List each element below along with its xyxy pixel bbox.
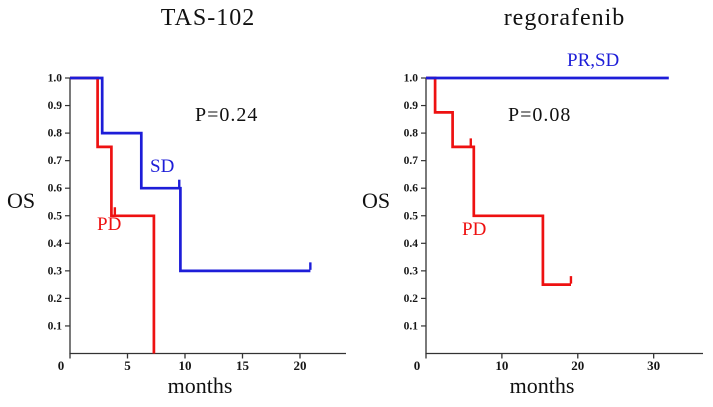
y-tick-label: 0.2 [404, 293, 419, 305]
y-tick-label: 1.0 [404, 73, 419, 85]
x-tick-label: 0 [414, 358, 421, 373]
y-tick-label: 0.3 [404, 265, 419, 277]
x-axis-title-left: months [167, 373, 233, 398]
km-plot-regorafenib: 0 10 20 30 0.1 0.2 0.3 0.4 0.5 0.6 0.7 0.8 0.9 1.0 [404, 73, 703, 373]
km-plot-tas102: 0 5 10 15 20 0.1 0.2 0.3 0.4 0.5 0.6 0.7 0.8 0.9 1.0 [48, 73, 346, 373]
y-tick-label: 0.4 [404, 238, 419, 250]
y-tick-label: 0.5 [404, 210, 419, 222]
p-value-tas102: P=0.24 [195, 104, 259, 126]
x-tick-label: 20 [294, 358, 307, 373]
series-label-sd: SD [150, 156, 175, 177]
survival-curve-pd [426, 76, 571, 286]
y-tick-label: 0.8 [404, 128, 419, 140]
series-label-prsd: PR,SD [567, 50, 620, 71]
y-tick-label: 0.7 [48, 155, 63, 167]
survival-curve-sd [70, 76, 311, 273]
y-tick-label: 0.6 [404, 183, 419, 195]
chart-title-regorafenib: regorafenib [503, 5, 626, 31]
x-tick-label: 30 [647, 358, 660, 373]
x-tick-label: 0 [58, 358, 65, 373]
y-tick-label: 0.3 [48, 265, 63, 277]
chart-title-tas102: TAS-102 [160, 5, 256, 31]
y-tick-label: 0.9 [404, 100, 419, 112]
y-tick-label: 0.9 [48, 100, 63, 112]
y-tick-label: 0.1 [404, 320, 419, 332]
y-tick-label: 0.6 [48, 183, 63, 195]
y-tick-label: 0.1 [48, 320, 63, 332]
y-tick-label: 0.7 [404, 155, 419, 167]
series-label-pd-right: PD [462, 219, 487, 240]
y-tick-label: 0.5 [48, 210, 63, 222]
y-axis-title-right: OS [362, 188, 391, 213]
series-label-pd-left: PD [97, 214, 122, 235]
x-tick-label: 15 [236, 358, 250, 373]
y-tick-label: 0.8 [48, 128, 63, 140]
y-axis-title-left: OS [7, 188, 36, 213]
x-tick-label: 5 [124, 358, 131, 373]
x-axis-title-right: months [509, 373, 575, 398]
y-tick-label: 1.0 [48, 73, 63, 85]
y-tick-label: 0.2 [48, 293, 63, 305]
x-tick-label: 20 [571, 358, 584, 373]
y-tick-label: 0.4 [48, 238, 63, 250]
x-tick-label: 10 [495, 358, 508, 373]
p-value-regorafenib: P=0.08 [508, 104, 572, 126]
x-tick-label: 10 [179, 358, 192, 373]
